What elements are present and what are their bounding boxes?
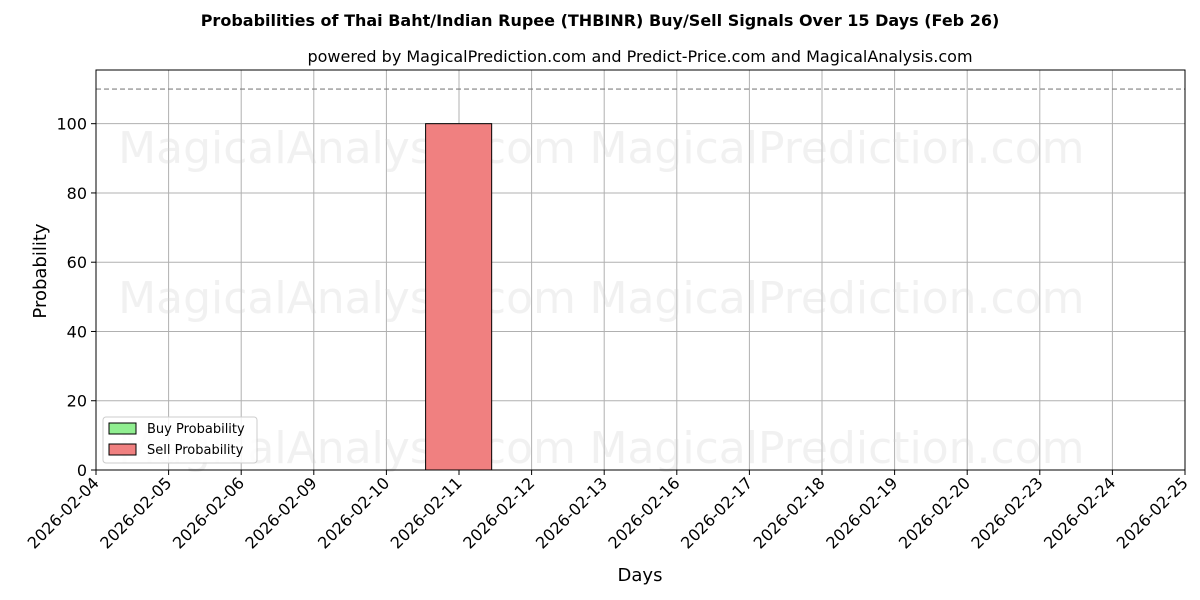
watermark-text: MagicalPrediction.com	[590, 123, 1085, 174]
chart-title: Probabilities of Thai Baht/Indian Rupee …	[201, 11, 1000, 30]
y-tick-label: 20	[67, 392, 87, 411]
watermark-text: MagicalPrediction.com	[590, 423, 1085, 474]
x-tick-label: 2026-02-09	[241, 473, 320, 552]
x-tick-label: 2026-02-13	[532, 473, 611, 552]
y-tick-label: 100	[56, 115, 87, 134]
x-tick-label: 2026-02-25	[1113, 473, 1192, 552]
watermark-layer: MagicalAnalysis.com MagicalPrediction.com…	[118, 123, 1084, 474]
x-tick-label: 2026-02-06	[169, 473, 248, 552]
watermark-text: MagicalAnalysis.com	[118, 123, 576, 174]
x-tick-label: 2026-02-16	[604, 473, 683, 552]
y-tick-label: 60	[67, 253, 87, 272]
x-tick-label: 2026-02-11	[387, 473, 466, 552]
x-axis-label: Days	[618, 565, 663, 586]
legend-swatch-sell	[108, 443, 137, 456]
plot-frame	[95, 69, 1186, 471]
y-tick-label: 0	[77, 461, 87, 480]
chart-subtitle: powered by MagicalPrediction.com and Pre…	[307, 47, 972, 66]
x-tick-label: 2026-02-17	[677, 473, 756, 552]
x-tick-label: 2026-02-05	[96, 473, 175, 552]
x-tick-label: 2026-02-23	[967, 473, 1046, 552]
x-tick-label: 2026-02-12	[459, 473, 538, 552]
y-tick-label: 80	[67, 184, 87, 203]
y-axis-label: Probability	[30, 223, 51, 318]
x-tick-label: 2026-02-20	[895, 473, 974, 552]
legend-label-buy: Buy Probability	[147, 422, 245, 437]
watermark-text: MagicalAnalysis.com	[118, 273, 576, 324]
x-tick-label: 2026-02-18	[750, 473, 829, 552]
legend-swatch-buy	[108, 422, 137, 435]
bar-layer	[425, 123, 493, 471]
x-tick-label: 2026-02-24	[1040, 473, 1119, 552]
watermark-text: MagicalPrediction.com	[590, 273, 1085, 324]
x-tick-label: 2026-02-10	[314, 473, 393, 552]
legend-box	[102, 416, 258, 464]
sell-bar	[425, 123, 493, 471]
y-tick-label: 40	[67, 322, 87, 341]
x-tick-label: 2026-02-19	[822, 473, 901, 552]
legend-label-sell: Sell Probability	[147, 443, 244, 458]
x-tick-label: 2026-02-04	[24, 473, 103, 552]
legend: Buy Probability Sell Probability	[102, 416, 258, 464]
